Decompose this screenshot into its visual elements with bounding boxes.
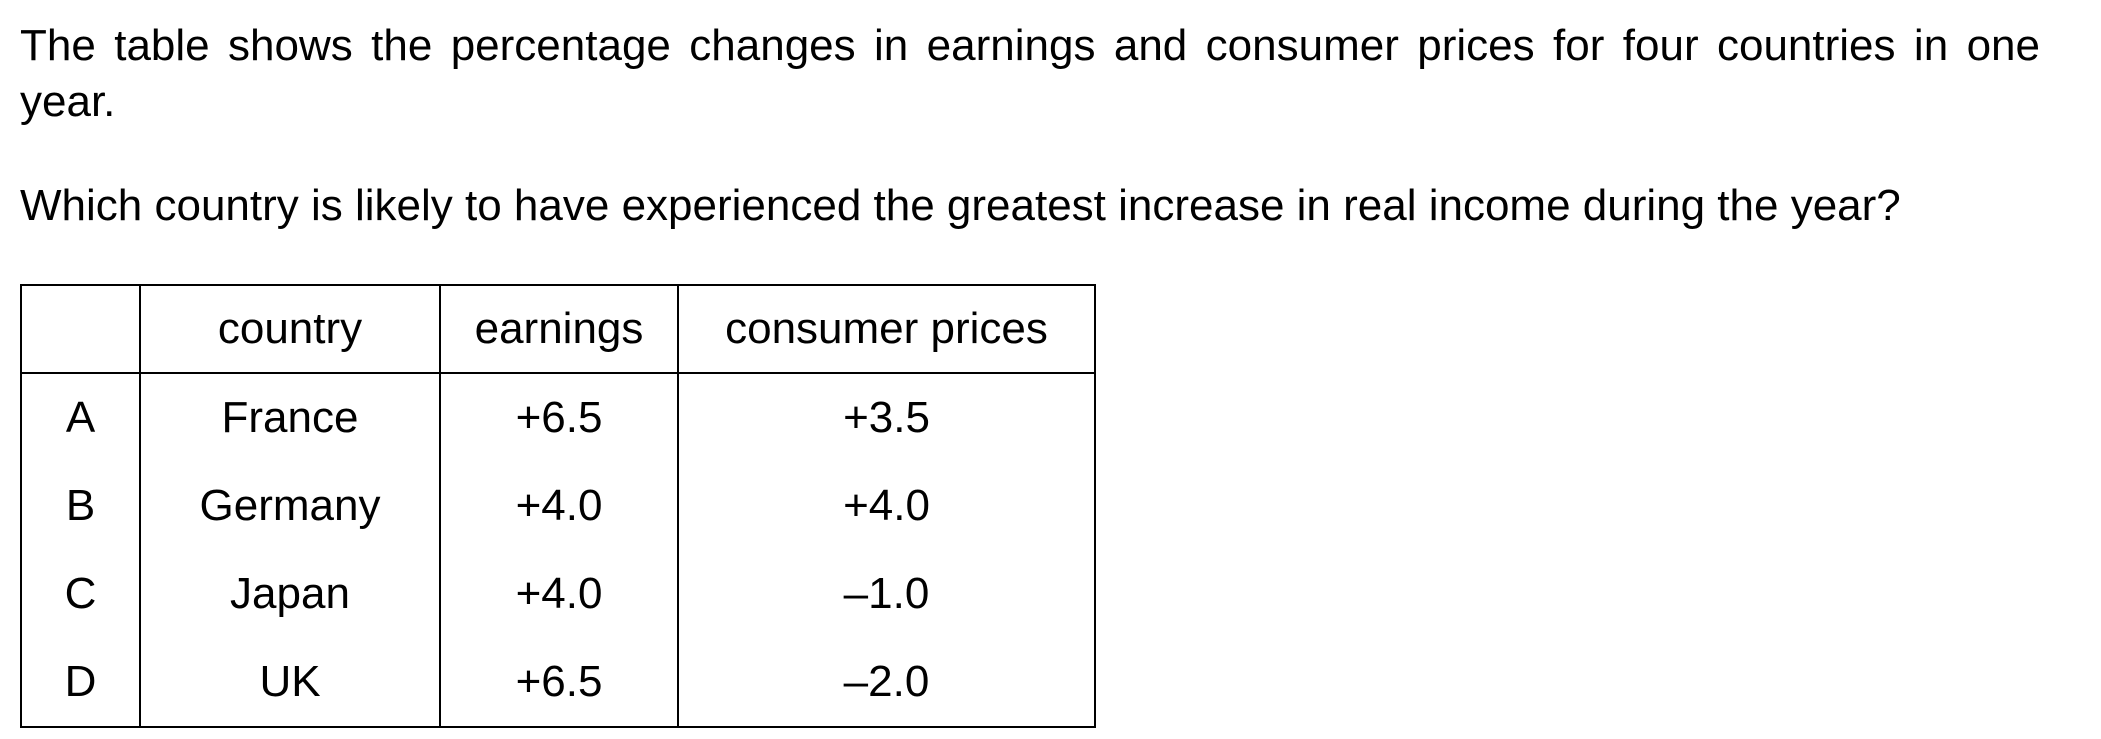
country-cell: Japan (139, 550, 441, 638)
option-letter: B (20, 462, 141, 550)
header-option (20, 284, 141, 374)
earnings-cell: +4.0 (439, 462, 679, 550)
table-header-row: country earnings consumer prices (20, 284, 1096, 374)
table-row: C Japan +4.0 –1.0 (20, 550, 1096, 638)
table-row: A France +6.5 +3.5 (20, 373, 1096, 462)
table-row: B Germany +4.0 +4.0 (20, 462, 1096, 550)
country-cell: France (139, 373, 441, 462)
intro-text: The table shows the percentage changes i… (20, 21, 2040, 126)
table-row: D UK +6.5 –2.0 (20, 638, 1096, 728)
country-cell: Germany (139, 462, 441, 550)
option-letter: C (20, 550, 141, 638)
option-letter: D (20, 638, 141, 728)
earnings-cell: +4.0 (439, 550, 679, 638)
header-consumer-prices: consumer prices (677, 284, 1096, 374)
header-country: country (139, 284, 441, 374)
consumer-prices-cell: +4.0 (677, 462, 1096, 550)
options-table: country earnings consumer prices A Franc… (20, 284, 1096, 728)
header-earnings: earnings (439, 284, 679, 374)
country-cell: UK (139, 638, 441, 728)
consumer-prices-cell: –1.0 (677, 550, 1096, 638)
question-text: Which country is likely to have experien… (20, 181, 1901, 230)
consumer-prices-cell: –2.0 (677, 638, 1096, 728)
consumer-prices-cell: +3.5 (677, 373, 1096, 462)
earnings-cell: +6.5 (439, 638, 679, 728)
option-letter: A (20, 373, 141, 462)
earnings-cell: +6.5 (439, 373, 679, 462)
